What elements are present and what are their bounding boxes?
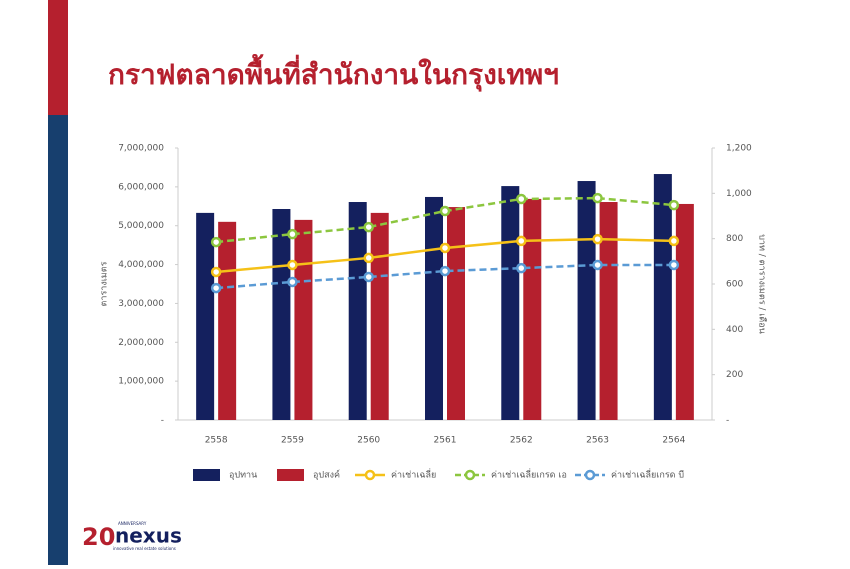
x-tick-label: 2562: [510, 436, 533, 446]
legend-label: อุปทาน: [229, 471, 257, 481]
point: [592, 259, 603, 271]
legend-swatch: [364, 469, 376, 481]
bar: [196, 212, 215, 420]
legend-swatch: [464, 469, 476, 481]
point: [439, 265, 451, 277]
y2-tick-label: 600: [726, 280, 743, 290]
point: [363, 271, 374, 283]
point: [668, 235, 680, 247]
x-tick-label: 2558: [205, 436, 228, 446]
y2-tick-label: 1,000: [726, 189, 752, 199]
bar: [653, 174, 672, 420]
x-tick-label: 2560: [357, 436, 380, 446]
bar: [501, 186, 520, 420]
point: [210, 282, 222, 294]
point: [668, 199, 680, 211]
bar: [599, 202, 618, 420]
point: [439, 205, 451, 217]
point: [668, 259, 680, 271]
y2-tick-label: 400: [726, 325, 743, 335]
y-tick-label: 5,000,000: [118, 221, 164, 231]
bar: [675, 203, 694, 420]
point: [287, 276, 298, 288]
stripe-blue: [48, 115, 68, 565]
y2-axis-title: บาท / ตารางเมตร / เดือน: [757, 234, 768, 334]
logo-brand: nexus: [115, 524, 182, 548]
y2-tick-label: -: [726, 416, 729, 426]
point: [287, 259, 298, 271]
y-tick-label: 2,000,000: [118, 338, 164, 348]
point: [363, 221, 374, 233]
bar: [523, 198, 542, 420]
bar: [370, 212, 389, 420]
x-tick-label: 2559: [281, 436, 304, 446]
x-tick-label: 2561: [434, 436, 457, 446]
bar: [218, 221, 237, 420]
point: [516, 193, 527, 205]
bar: [577, 181, 596, 420]
logo-slogan: innovative real estate solutions: [113, 546, 176, 551]
y-axis-title: ตารางเมตร: [100, 261, 110, 306]
point: [363, 252, 374, 264]
stripe-red: [48, 0, 68, 115]
point: [592, 233, 603, 245]
point: [210, 236, 222, 248]
bar: [272, 209, 291, 420]
point: [287, 228, 298, 240]
bar: [425, 196, 443, 420]
logo-tag: ANNIVERSARY: [118, 521, 147, 526]
point: [439, 242, 451, 254]
y-tick-label: 7,000,000: [118, 144, 164, 154]
point: [516, 262, 527, 274]
slide-title: กราฟตลาดพื้นที่สำนักงานในกรุงเทพฯ: [108, 53, 559, 92]
bar: [294, 219, 313, 420]
point: [210, 266, 222, 278]
legend-swatch: [277, 469, 304, 481]
legend-label: ค่าเช่าเฉลี่ยเกรด เอ: [491, 468, 567, 481]
legend-label: อุปสงค์: [313, 469, 340, 481]
x-tick-label: 2563: [586, 436, 609, 446]
bar: [447, 207, 465, 420]
y2-tick-label: 800: [726, 234, 743, 244]
y-tick-label: 1,000,000: [118, 377, 164, 387]
y-tick-label: 3,000,000: [118, 299, 164, 309]
legend-label: ค่าเช่าเฉลี่ย: [391, 468, 436, 481]
y2-tick-label: 200: [726, 370, 743, 380]
legend-label: ค่าเช่าเฉลี่ยเกรด บี: [611, 468, 684, 481]
y-tick-label: 6,000,000: [118, 182, 164, 192]
y-tick-label: 4,000,000: [118, 260, 164, 270]
logo-number: 20: [82, 523, 115, 551]
point: [592, 192, 603, 204]
legend-swatch: [584, 469, 596, 481]
point: [516, 235, 527, 247]
x-tick-label: 2564: [662, 436, 685, 446]
y-tick-label: -: [161, 416, 164, 426]
legend-swatch: [193, 469, 220, 481]
y2-tick-label: 1,200: [726, 144, 752, 154]
bar: [348, 202, 367, 420]
